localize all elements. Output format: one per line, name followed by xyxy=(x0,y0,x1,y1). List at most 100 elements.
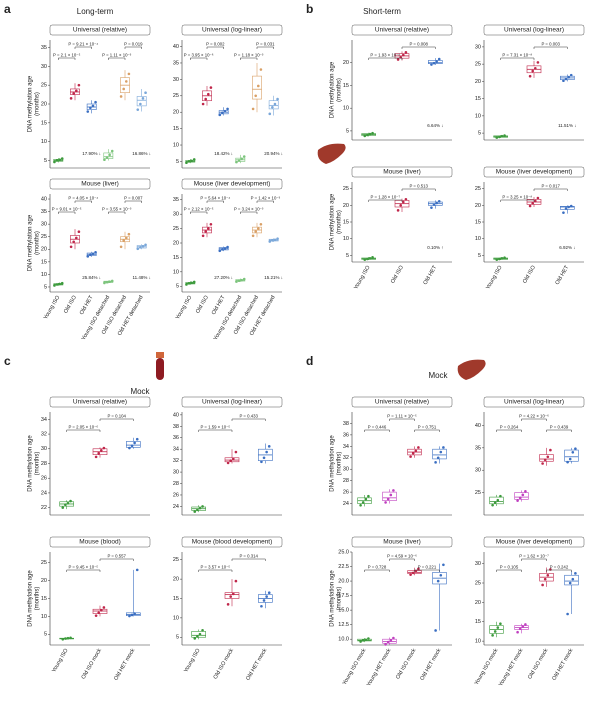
p-value-bracket xyxy=(414,569,440,572)
tube-cap xyxy=(156,352,164,358)
p-value: P = 2.1 × 10⁻⁵ xyxy=(53,53,81,58)
point xyxy=(102,606,106,609)
point xyxy=(516,630,519,634)
y-axis-label: (months) xyxy=(35,452,41,476)
p-value-bracket xyxy=(190,211,208,214)
point xyxy=(414,569,418,573)
y-tick-label: 20 xyxy=(41,101,47,107)
p-value: P = 1.11 × 10⁻⁵ xyxy=(387,414,417,419)
x-tick-label: Old HET mock xyxy=(551,648,574,682)
p-value-bracket xyxy=(66,569,101,572)
point xyxy=(564,77,568,81)
point xyxy=(528,74,532,78)
point xyxy=(58,158,61,162)
point xyxy=(144,91,147,95)
point xyxy=(531,202,534,205)
point xyxy=(198,632,202,636)
y-tick-label: 28 xyxy=(173,481,179,487)
point xyxy=(541,462,544,465)
p-value: P = 0.105 xyxy=(500,565,519,570)
y-tick-label: 34 xyxy=(343,444,349,450)
box xyxy=(564,574,579,586)
y-tick-label: 35 xyxy=(173,60,179,66)
chart-title: Universal (relative) xyxy=(375,399,429,406)
y-axis-label: DNA methylation age xyxy=(28,75,34,132)
box xyxy=(564,449,579,462)
y-tick-label: 35 xyxy=(475,445,481,451)
chart-title: Mouse (liver) xyxy=(383,539,421,546)
point xyxy=(89,253,92,257)
y-axis-label: DNA methylation age xyxy=(330,61,336,118)
change-label: 27.20% ↓ xyxy=(214,275,233,280)
point xyxy=(386,497,390,501)
point xyxy=(543,577,547,581)
p-value-bracket xyxy=(58,211,76,214)
point xyxy=(218,249,222,253)
point xyxy=(127,232,131,236)
y-axis-label: (months) xyxy=(337,78,343,102)
point xyxy=(61,506,65,509)
point xyxy=(61,637,65,641)
y-tick-label: 26 xyxy=(343,490,349,496)
chart-title: Mouse (liver development) xyxy=(496,539,573,546)
point xyxy=(235,280,238,283)
p-value: P = 0.264 xyxy=(500,425,519,430)
point xyxy=(436,579,440,583)
point xyxy=(363,258,367,261)
x-tick-label: Young ISO mock xyxy=(474,648,500,687)
p-value: P = 1.42 × 10⁻³ xyxy=(251,196,281,201)
point xyxy=(187,282,191,285)
p-value-bracket xyxy=(206,46,224,49)
chart-title-box xyxy=(181,536,283,548)
point xyxy=(55,283,59,286)
point xyxy=(568,457,572,461)
point xyxy=(265,450,268,454)
chart-title-box xyxy=(483,24,585,36)
point xyxy=(409,455,412,458)
point xyxy=(368,132,372,136)
y-tick-label: 25 xyxy=(173,557,179,563)
point xyxy=(190,159,193,163)
point xyxy=(546,455,550,459)
point xyxy=(363,134,367,138)
p-value-bracket xyxy=(401,188,436,191)
change-label: 15.21% ↓ xyxy=(264,275,283,280)
point xyxy=(567,205,570,209)
y-tick-label: 10 xyxy=(475,236,481,242)
p-value: P = 0.002 xyxy=(206,42,225,47)
point xyxy=(384,643,387,646)
point xyxy=(75,89,78,93)
chart-title-box xyxy=(351,166,453,178)
point xyxy=(100,609,103,612)
y-tick-label: 10 xyxy=(41,139,47,145)
p-value-bracket xyxy=(66,429,101,432)
point xyxy=(226,245,229,249)
p-value-bracket xyxy=(256,46,274,49)
point xyxy=(430,206,433,209)
p-value-bracket xyxy=(198,429,233,432)
point xyxy=(364,638,368,642)
p-value-bracket xyxy=(389,418,415,421)
point xyxy=(223,247,227,250)
p-value-bracket xyxy=(364,429,390,432)
point xyxy=(141,97,145,100)
y-tick-label: 32 xyxy=(173,458,179,464)
point xyxy=(404,50,408,54)
point xyxy=(493,630,497,633)
point xyxy=(562,211,565,214)
p-value: P = 3.95 × 10⁻⁶ xyxy=(184,53,214,58)
point xyxy=(103,281,106,285)
change-label: 11.51% ↓ xyxy=(558,123,576,128)
p-value: P = 0.513 xyxy=(409,184,428,189)
point xyxy=(499,494,502,498)
point xyxy=(268,240,272,243)
point xyxy=(105,280,109,284)
point xyxy=(110,149,114,153)
point xyxy=(569,73,573,77)
x-tick-label: Old ISO xyxy=(63,294,78,315)
x-tick-label: Young ISO xyxy=(353,264,372,290)
p-value-bracket xyxy=(546,429,572,432)
point xyxy=(569,204,573,208)
y-axis-label: (months) xyxy=(35,587,41,611)
